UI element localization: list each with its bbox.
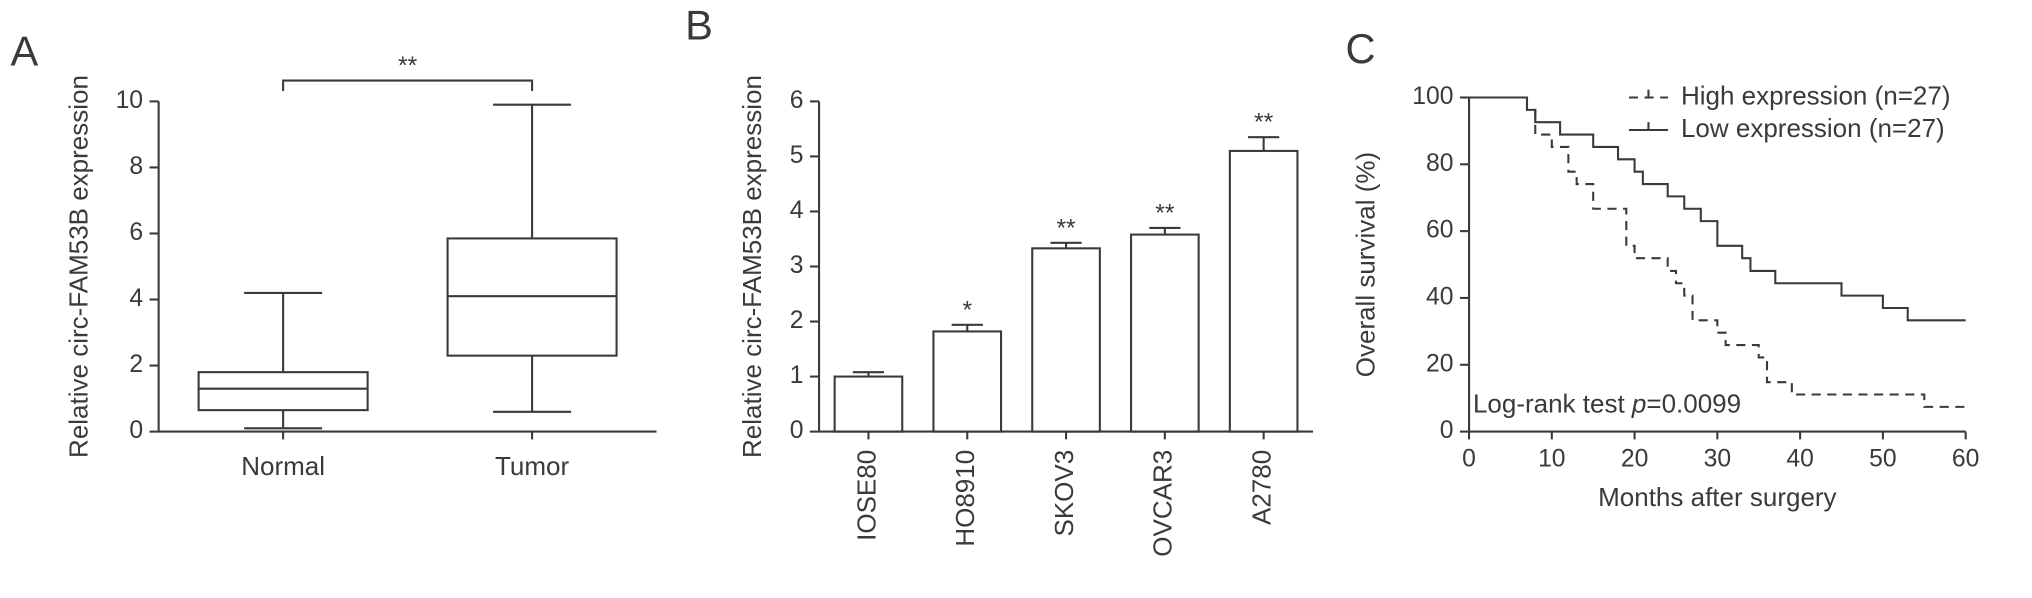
x-tick-label: Tumor [495,451,569,481]
survival-curve [1469,96,1966,408]
annotation-part: p [1631,388,1646,418]
x-tick-label: 20 [1621,446,1648,473]
significance-label: ** [1056,215,1076,242]
x-tick-label: A2780 [1247,450,1277,525]
y-axis-label: Relative circ-FAM53B expression [737,75,767,458]
x-tick-label: HO8910 [950,450,980,547]
x-tick-label: 10 [1538,446,1565,473]
bar [932,330,1003,433]
y-tick-label: 2 [790,307,804,334]
y-tick-label: 3 [790,252,804,279]
y-tick-label: 4 [129,285,143,312]
y-tick-label: 80 [1426,150,1453,177]
annotation-part: Log-rank test [1473,388,1632,418]
x-tick-label: SKOV3 [1049,450,1079,537]
bar [1130,233,1200,433]
significance-label: ** [1155,201,1175,228]
y-tick-label: 4 [790,197,804,224]
panel-label: A [10,28,38,75]
y-tick-label: 100 [1412,83,1453,110]
y-tick-label: 6 [790,87,804,114]
x-tick-label: OVCAR3 [1148,450,1178,557]
x-tick-label: 40 [1786,446,1813,473]
significance-label: ** [398,53,418,80]
y-tick-label: 5 [790,142,804,169]
y-tick-label: 8 [129,153,143,180]
y-tick-label: 60 [1426,217,1453,244]
x-tick-label: 30 [1704,446,1731,473]
significance-label: * [962,297,972,324]
x-tick-label: 60 [1952,446,1979,473]
box [197,371,369,412]
legend-label: Low expression (n=27) [1681,113,1945,143]
significance-label: ** [1254,110,1274,137]
x-tick-label: IOSE80 [851,450,881,541]
bar [833,375,904,433]
y-tick-label: 0 [1440,417,1454,444]
y-tick-label: 1 [790,362,804,389]
bar [1228,149,1299,433]
y-tick-label: 40 [1426,283,1453,310]
y-tick-label: 2 [129,351,143,378]
panel-label: B [685,2,713,49]
y-axis-label: Overall survival (%) [1351,152,1381,377]
x-tick-label: 50 [1869,446,1896,473]
y-tick-label: 6 [129,219,143,246]
y-tick-label: 20 [1426,350,1453,377]
x-axis-label: Months after surgery [1598,482,1836,512]
annotation: Log-rank test p=0.0099 [1473,388,1741,418]
significance-bracket [282,79,534,91]
y-tick-label: 0 [129,417,143,444]
annotation-part: =0.0099 [1646,388,1741,418]
x-tick-label: Normal [241,451,325,481]
panel-label: C [1346,25,1376,72]
y-tick-label: 0 [790,417,804,444]
y-axis-label: Relative circ-FAM53B expression [64,75,94,458]
y-tick-label: 10 [116,87,143,114]
x-tick-label: 0 [1462,446,1476,473]
legend-label: High expression (n=27) [1681,80,1951,110]
survival-curve [1469,96,1966,322]
bar [1031,247,1101,433]
